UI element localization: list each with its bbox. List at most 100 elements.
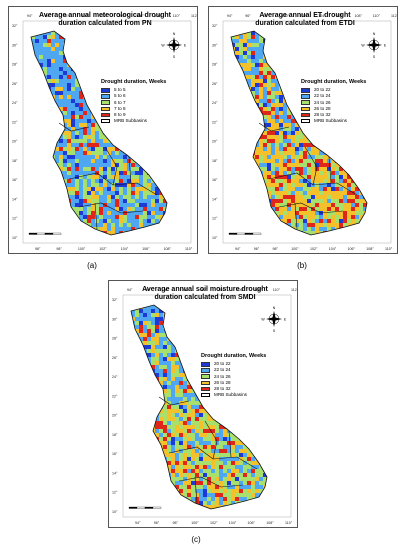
legend-swatch (301, 106, 310, 112)
longitude-tick-label: 94° (127, 288, 133, 292)
compass-letter: N (373, 32, 376, 36)
longitude-tick-label: 100° (78, 247, 86, 251)
scale-bar (28, 232, 62, 235)
legend-label: 7 to 8 (114, 105, 126, 111)
longitude-tick-label: 106° (336, 14, 344, 18)
longitude-tick-label: 104° (318, 14, 326, 18)
legend-label: MRB Subbasins (214, 392, 247, 398)
legend-item: 20 to 22 (301, 87, 365, 93)
subbasin-boundary (228, 430, 232, 458)
legend-swatch (201, 392, 210, 398)
latitude-tick-label: 14° (112, 471, 118, 475)
subbasin-boundary (78, 202, 144, 214)
longitude-tick-label: 104° (329, 247, 337, 251)
legend-item: 26 to 28 (201, 380, 265, 386)
legend-item: 6 to 7 (101, 100, 165, 106)
longitude-tick-label: 98° (163, 288, 169, 292)
longitude-tick-label: 108° (155, 14, 163, 18)
subbasin-boundary (58, 122, 90, 132)
longitude-tick-label: 100° (182, 288, 190, 292)
basin-outline (130, 304, 268, 510)
map-title: Average annual soil moisture drought dur… (142, 286, 268, 301)
legend-label: 6 to 7 (114, 99, 126, 105)
subbasin-boundary (94, 202, 98, 230)
basin-outline (30, 30, 168, 236)
longitude-tick-label: 112° (191, 14, 198, 18)
subbasin-boundary (158, 396, 190, 406)
basin-map-pn: N E S W 94° 96° 98° 100° 102° 104° 106° 108° 110° 112… (12, 14, 198, 251)
compass-letter: S (373, 55, 376, 59)
longitude-tick-label: 104° (218, 288, 226, 292)
map-title: Average annual meteorological drought du… (39, 12, 171, 27)
latitude-tick-label: 18° (112, 433, 118, 437)
latitude-tick-label: 30° (12, 43, 18, 47)
subbasin-boundary (204, 420, 218, 460)
latitude-tick-label: 10° (12, 236, 18, 240)
latitude-tick-label: 10° (212, 236, 218, 240)
latitude-tick-label: 22° (112, 394, 118, 398)
legend-label: 20 to 22 (214, 361, 231, 367)
legend-item: 24 to 26 (301, 100, 365, 106)
legend-title: Drought duration, Weeks (201, 353, 267, 359)
legend-item: 8 to 9 (101, 112, 165, 118)
legend-title: Drought duration, Weeks (101, 79, 167, 85)
legend-swatch (101, 88, 110, 93)
latitude-tick-label: 12° (212, 217, 218, 221)
latitude-tick-label: 24° (212, 101, 218, 105)
legend-item: 22 to 24 (201, 367, 265, 373)
caption-c: (c) (191, 535, 201, 544)
longitude-tick-label: 110° (173, 14, 181, 18)
longitude-tick-label: 96° (154, 521, 160, 525)
legend: Drought duration, Weeks 20 to 22 22 to 24… (301, 79, 366, 124)
longitude-tick-label: 108° (255, 288, 263, 292)
subbasin-boundary (258, 122, 290, 132)
legend-label: 5 to 5 (114, 87, 126, 93)
legend-label: 22 to 24 (214, 367, 231, 373)
longitude-tick-label: 96° (35, 247, 41, 251)
latitude-tick-label: 16° (212, 178, 218, 182)
compass-letter: S (273, 329, 276, 333)
latitude-tick-label: 28° (12, 63, 18, 67)
latitude-tick-label: 14° (12, 197, 18, 201)
latitude-tick-label: 24° (12, 101, 18, 105)
compass-letter: E (284, 318, 287, 322)
legend-item: 22 to 24 (301, 93, 365, 99)
legend-swatch (201, 380, 210, 386)
latitude-tick-label: 20° (12, 140, 18, 144)
latitude-tick-label: 14° (212, 197, 218, 201)
legend-item-subbasins: MRB Subbasins (101, 118, 165, 124)
legend-swatch (101, 94, 110, 99)
longitude-tick-label: 112° (391, 14, 398, 18)
basin-outline (230, 30, 368, 236)
longitude-tick-label: 106° (136, 14, 144, 18)
legend-swatch (301, 88, 310, 93)
latitude-tick-label: 26° (212, 82, 218, 86)
longitude-tick-label: 104° (118, 14, 126, 18)
latitude-tick-label: 28° (112, 337, 118, 341)
compass-letter: W (261, 318, 265, 322)
legend-item: 28 to 32 (301, 112, 365, 118)
subbasin-boundary (104, 146, 118, 186)
longitude-tick-label: 110° (185, 247, 193, 251)
legend-item: 28 to 32 (201, 386, 265, 392)
longitude-tick-label: 110° (385, 247, 393, 251)
subbasin-boundary (278, 202, 344, 214)
longitude-tick-label: 100° (291, 247, 299, 251)
longitude-tick-label: 94° (227, 14, 233, 18)
longitude-tick-label: 98° (63, 14, 69, 18)
legend-label: 8 to 9 (114, 111, 126, 117)
compass-letter: E (184, 44, 187, 48)
legend-item: 26 to 28 (301, 106, 365, 112)
legend-swatch (201, 386, 210, 392)
latitude-tick-label: 22° (212, 120, 218, 124)
compass-letter: N (173, 32, 176, 36)
longitude-tick-label: 94° (235, 247, 241, 251)
longitude-tick-label: 98° (273, 247, 279, 251)
longitude-tick-label: 110° (273, 288, 281, 292)
longitude-tick-label: 106° (248, 521, 256, 525)
legend-item-subbasins: MRB Subbasins (201, 392, 265, 398)
map-frame (122, 294, 292, 518)
latitude-tick-label: 12° (112, 491, 118, 495)
map-frame (222, 20, 392, 244)
